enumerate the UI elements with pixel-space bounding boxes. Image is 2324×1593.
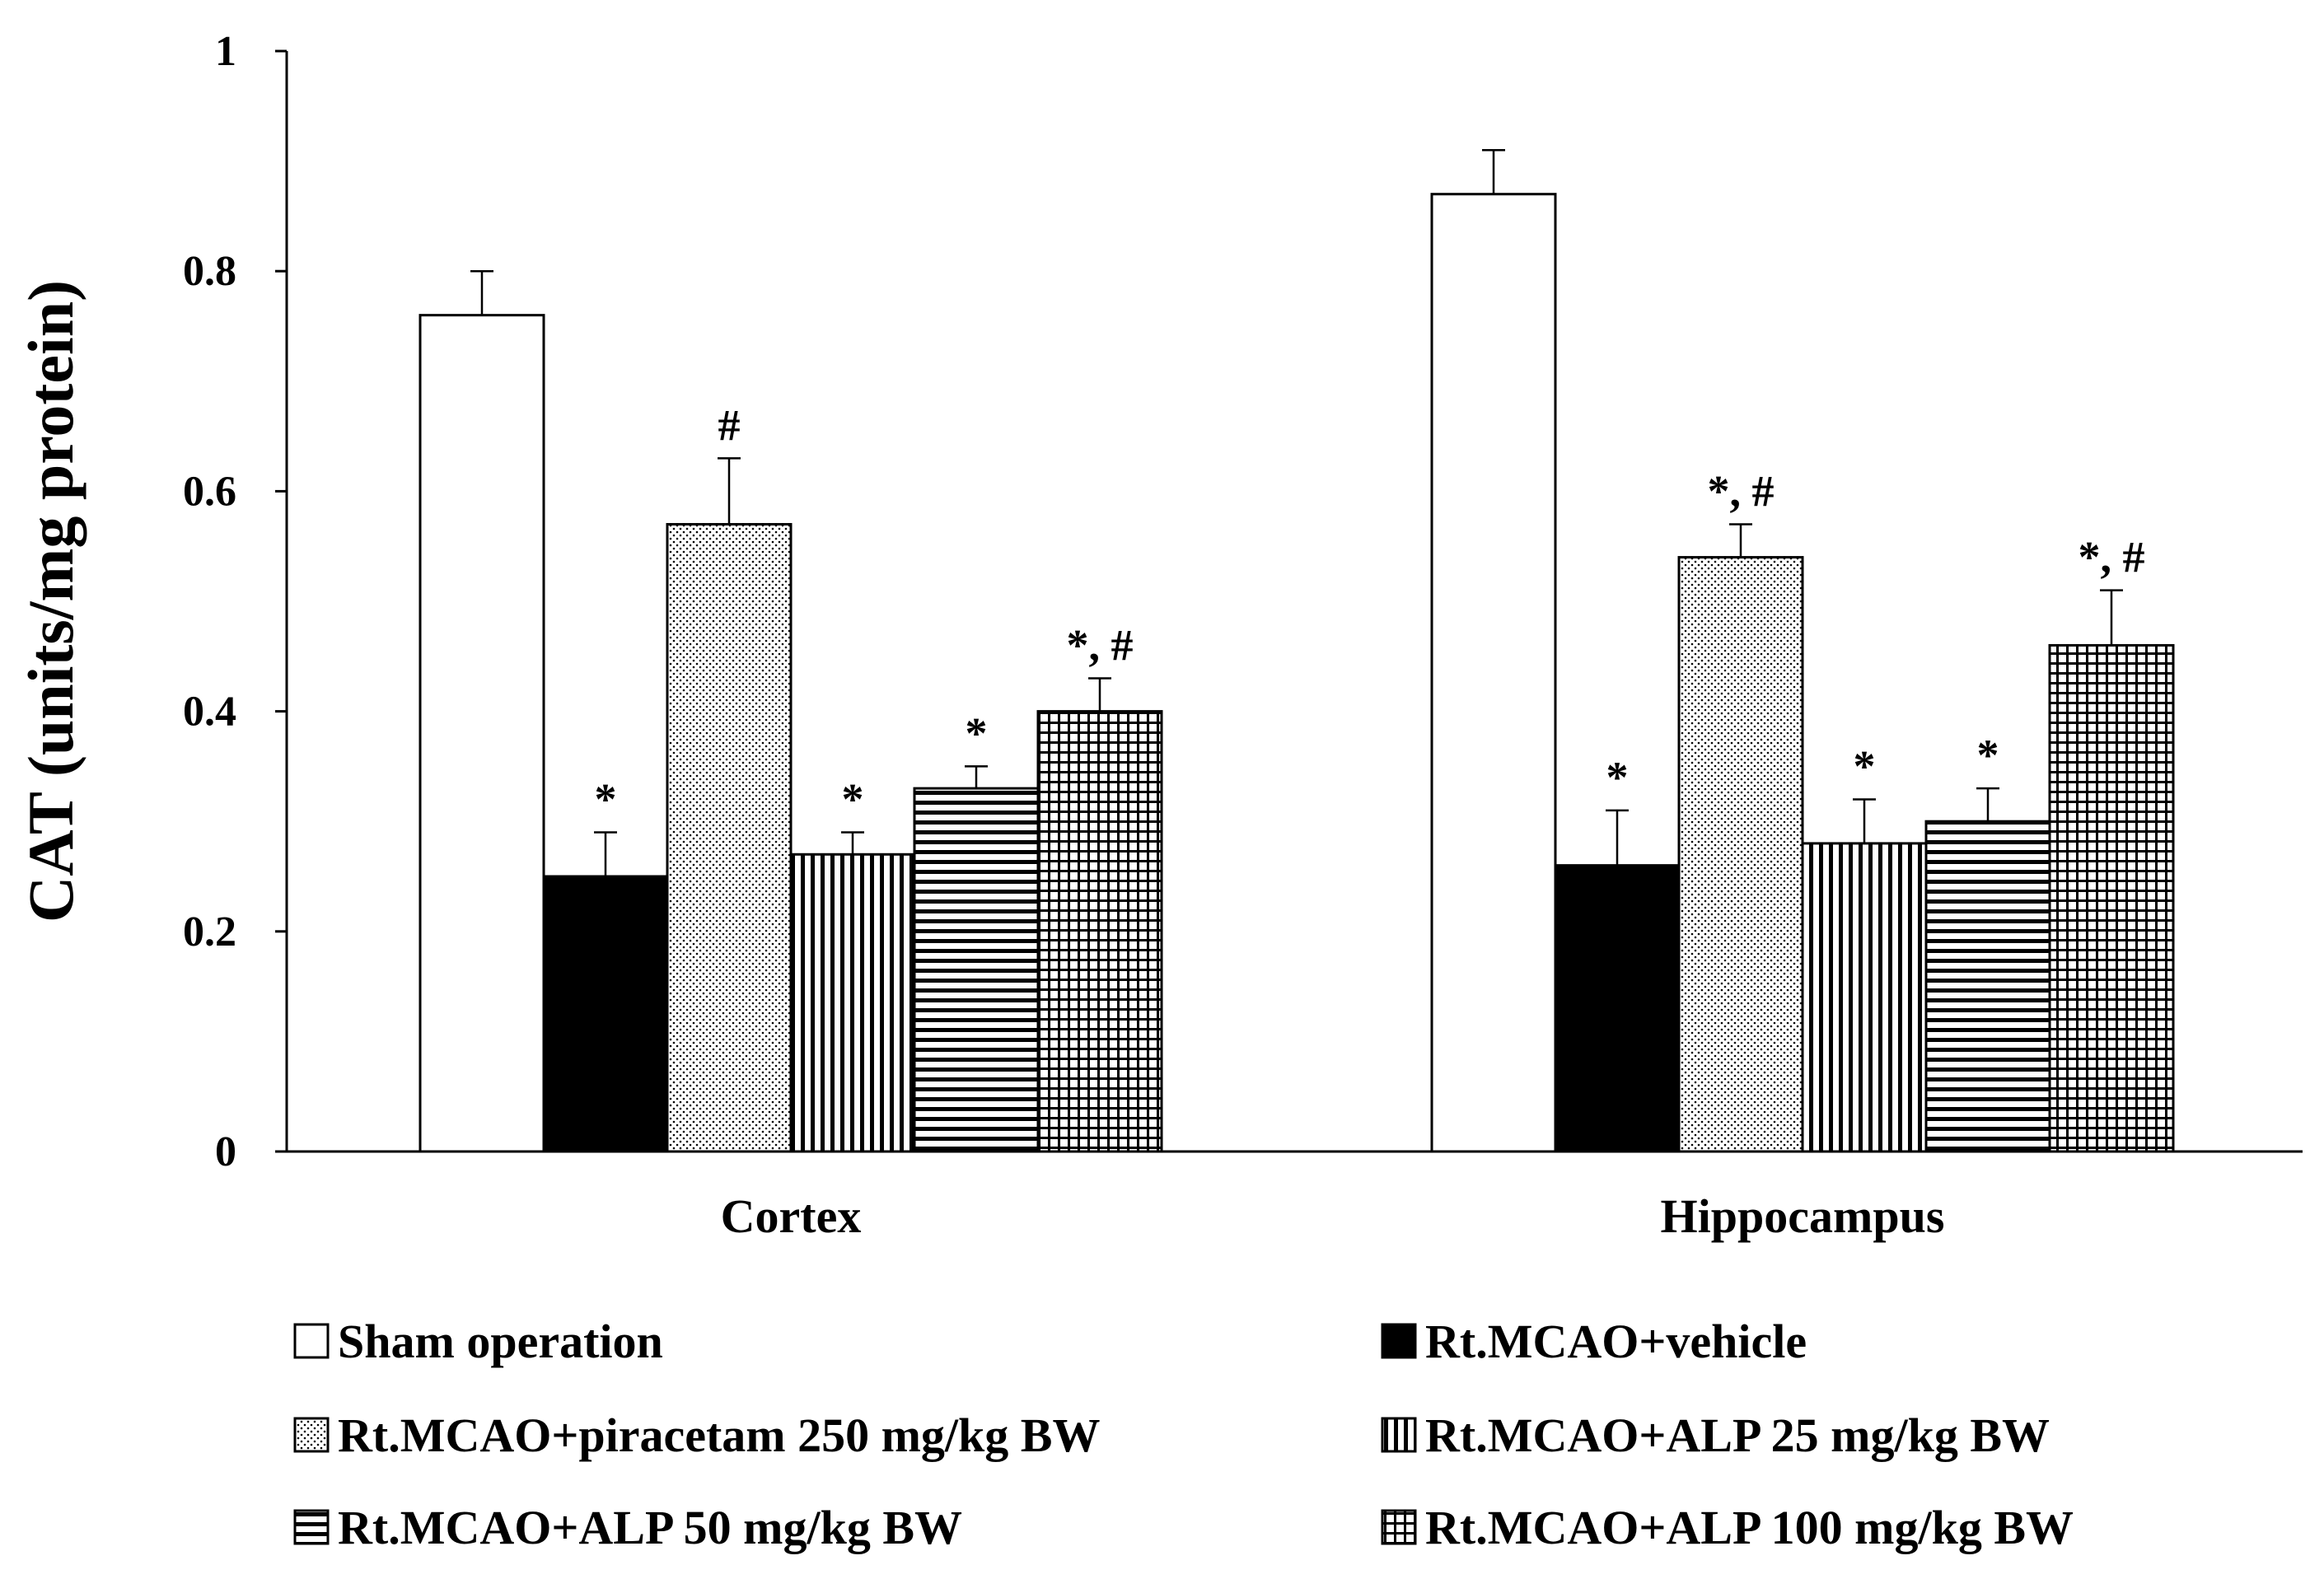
bar-cortex-series-2 <box>542 875 669 1153</box>
bar-cortex-series-1 <box>419 314 545 1153</box>
category-label: Hippocampus <box>1661 1189 1945 1243</box>
bar-cortex-series-3 <box>666 522 793 1153</box>
bar-hippocampus-series-3 <box>1677 556 1804 1153</box>
bar-cortex-series-5 <box>913 787 1040 1153</box>
y-tick-label: 1 <box>215 28 236 75</box>
error-bars <box>470 148 2123 876</box>
bar-hippocampus-series-4 <box>1801 842 1928 1153</box>
y-tick-label: 0.2 <box>183 909 236 955</box>
significance-annotation: # <box>718 400 741 450</box>
significance-annotation: *, # <box>1708 466 1775 516</box>
significance-annotation: * <box>1606 753 1629 802</box>
significance-annotation: * <box>1977 731 1999 780</box>
bar-cortex-series-4 <box>789 853 916 1153</box>
bar-hippocampus-series-1 <box>1430 193 1557 1153</box>
legend-swatch <box>293 1323 330 1359</box>
legend-label: Rt.MCAO+ALP 25 mg/kg BW <box>1425 1408 2050 1462</box>
legend-label: Rt.MCAO+ALP 50 mg/kg BW <box>338 1501 962 1554</box>
significance-annotation: * <box>1854 741 1876 791</box>
y-axis-label: CAT (units/mg protein) <box>15 280 87 923</box>
legend-label: Rt.MCAO+piracetam 250 mg/kg BW <box>338 1408 1100 1462</box>
bar-hippocampus-series-6 <box>2048 643 2175 1153</box>
significance-annotation: * <box>966 708 988 758</box>
bars <box>419 193 2175 1153</box>
legend-label: Rt.MCAO+ALP 100 mg/kg BW <box>1425 1501 2074 1554</box>
significance-annotation: * <box>595 775 617 825</box>
significance-annotations: * # * * *, # * *, # * * *, # <box>595 400 2145 824</box>
bar-hippocampus-series-5 <box>1924 820 2051 1153</box>
legend-swatch <box>1381 1417 1417 1453</box>
bar-hippocampus-series-2 <box>1554 864 1681 1153</box>
significance-annotation: * <box>842 775 864 825</box>
significance-annotation: *, # <box>1067 621 1134 670</box>
significance-annotation: *, # <box>2079 533 2145 582</box>
y-tick-label: 0.6 <box>183 468 236 515</box>
category-labels: Cortex Hippocampus <box>721 1189 1945 1243</box>
y-tick-label: 0.8 <box>183 248 236 295</box>
y-tick-label: 0.4 <box>183 689 236 736</box>
legend-swatch <box>1381 1509 1417 1545</box>
legend: Sham operation Rt.MCAO+vehicle Rt.MCAO+pir… <box>293 1315 2074 1554</box>
y-axis-ticks: 0 0.2 0.4 0.6 0.8 1 <box>183 28 287 1175</box>
category-label: Cortex <box>721 1189 862 1243</box>
legend-label: Sham operation <box>338 1315 663 1368</box>
legend-label: Rt.MCAO+vehicle <box>1425 1315 1807 1368</box>
legend-swatch <box>293 1417 330 1453</box>
bar-cortex-series-6 <box>1036 710 1163 1153</box>
y-tick-label: 0 <box>215 1128 236 1175</box>
legend-swatch <box>1381 1323 1417 1359</box>
legend-swatch <box>293 1509 330 1545</box>
